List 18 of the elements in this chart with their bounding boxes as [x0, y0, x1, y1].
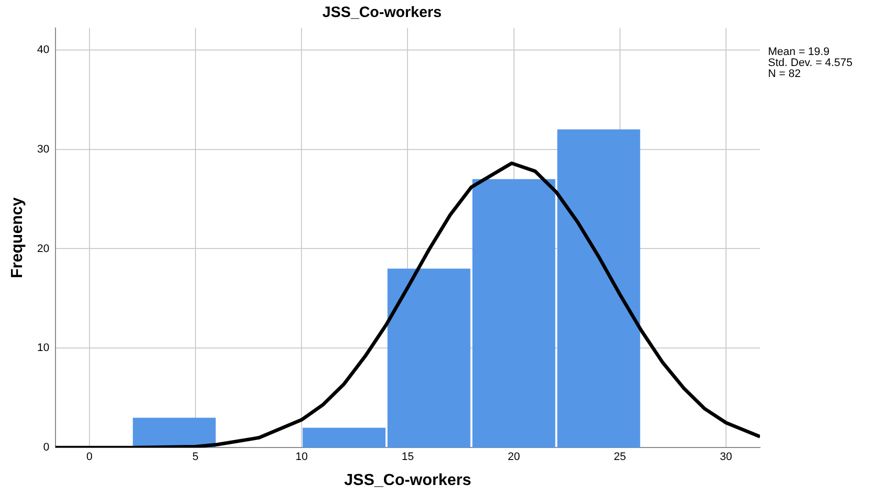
x-tick-label: 30 — [720, 451, 732, 464]
chart-title: JSS_Co-workers — [322, 4, 442, 22]
y-tick-label: 10 — [37, 342, 50, 354]
x-tick-label: 25 — [614, 451, 626, 464]
y-tick-label: 0 — [43, 442, 50, 454]
y-axis-title: Frequency — [9, 197, 26, 278]
text: Mean = 19.9 — [768, 46, 830, 58]
text: N = 82 — [768, 68, 802, 80]
x-axis-title: JSS_Co-workers — [344, 472, 472, 489]
y-tick-label: 40 — [37, 44, 50, 56]
y-tick-label: 20 — [37, 242, 50, 255]
x-tick-label: 5 — [192, 451, 199, 464]
x-tick-label: 20 — [508, 451, 520, 464]
y-tick-label: 30 — [37, 143, 50, 156]
x-tick-label: 10 — [295, 451, 308, 464]
text: Std. Dev. = 4.575 — [768, 57, 852, 69]
x-tick-label: 0 — [86, 451, 92, 464]
x-tick-label: 15 — [402, 451, 414, 464]
